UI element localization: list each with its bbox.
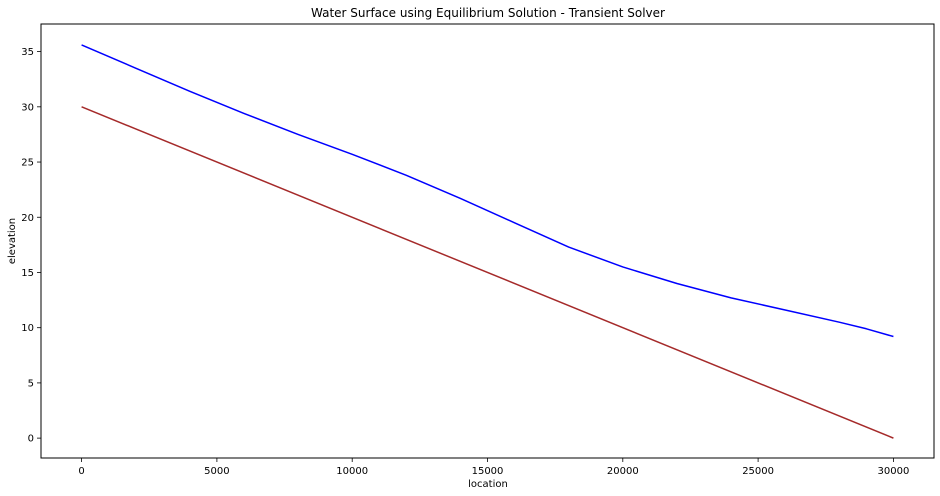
x-axis: 0 5000 10000 15000 20000 25000 30000 [78,458,909,477]
y-tick-label: 0 [28,434,34,445]
plot-area-frame [40,23,935,459]
y-tick-label: 10 [21,323,34,334]
series-layer [81,44,894,439]
series-line-bed [81,106,894,439]
y-tick-label: 30 [21,102,34,113]
x-tick-label: 0 [78,466,84,477]
y-tick-label: 15 [21,268,34,279]
y-tick-label: 20 [21,213,34,224]
y-tick-label: 35 [21,47,34,58]
x-axis-label: location [468,479,508,490]
y-tick-label: 25 [21,158,34,169]
x-tick-label: 30000 [878,466,910,477]
y-axis-label: elevation [7,218,18,264]
x-tick-label: 15000 [472,466,504,477]
y-tick-label: 5 [28,378,34,389]
y-axis: 0 5 10 15 20 25 30 35 [21,47,41,445]
x-tick-label: 25000 [742,466,774,477]
series-line-water-surface [81,44,894,338]
x-tick-label: 5000 [204,466,229,477]
x-tick-label: 10000 [336,466,368,477]
chart-title: Water Surface using Equilibrium Solution… [311,6,665,20]
x-tick-label: 20000 [607,466,639,477]
